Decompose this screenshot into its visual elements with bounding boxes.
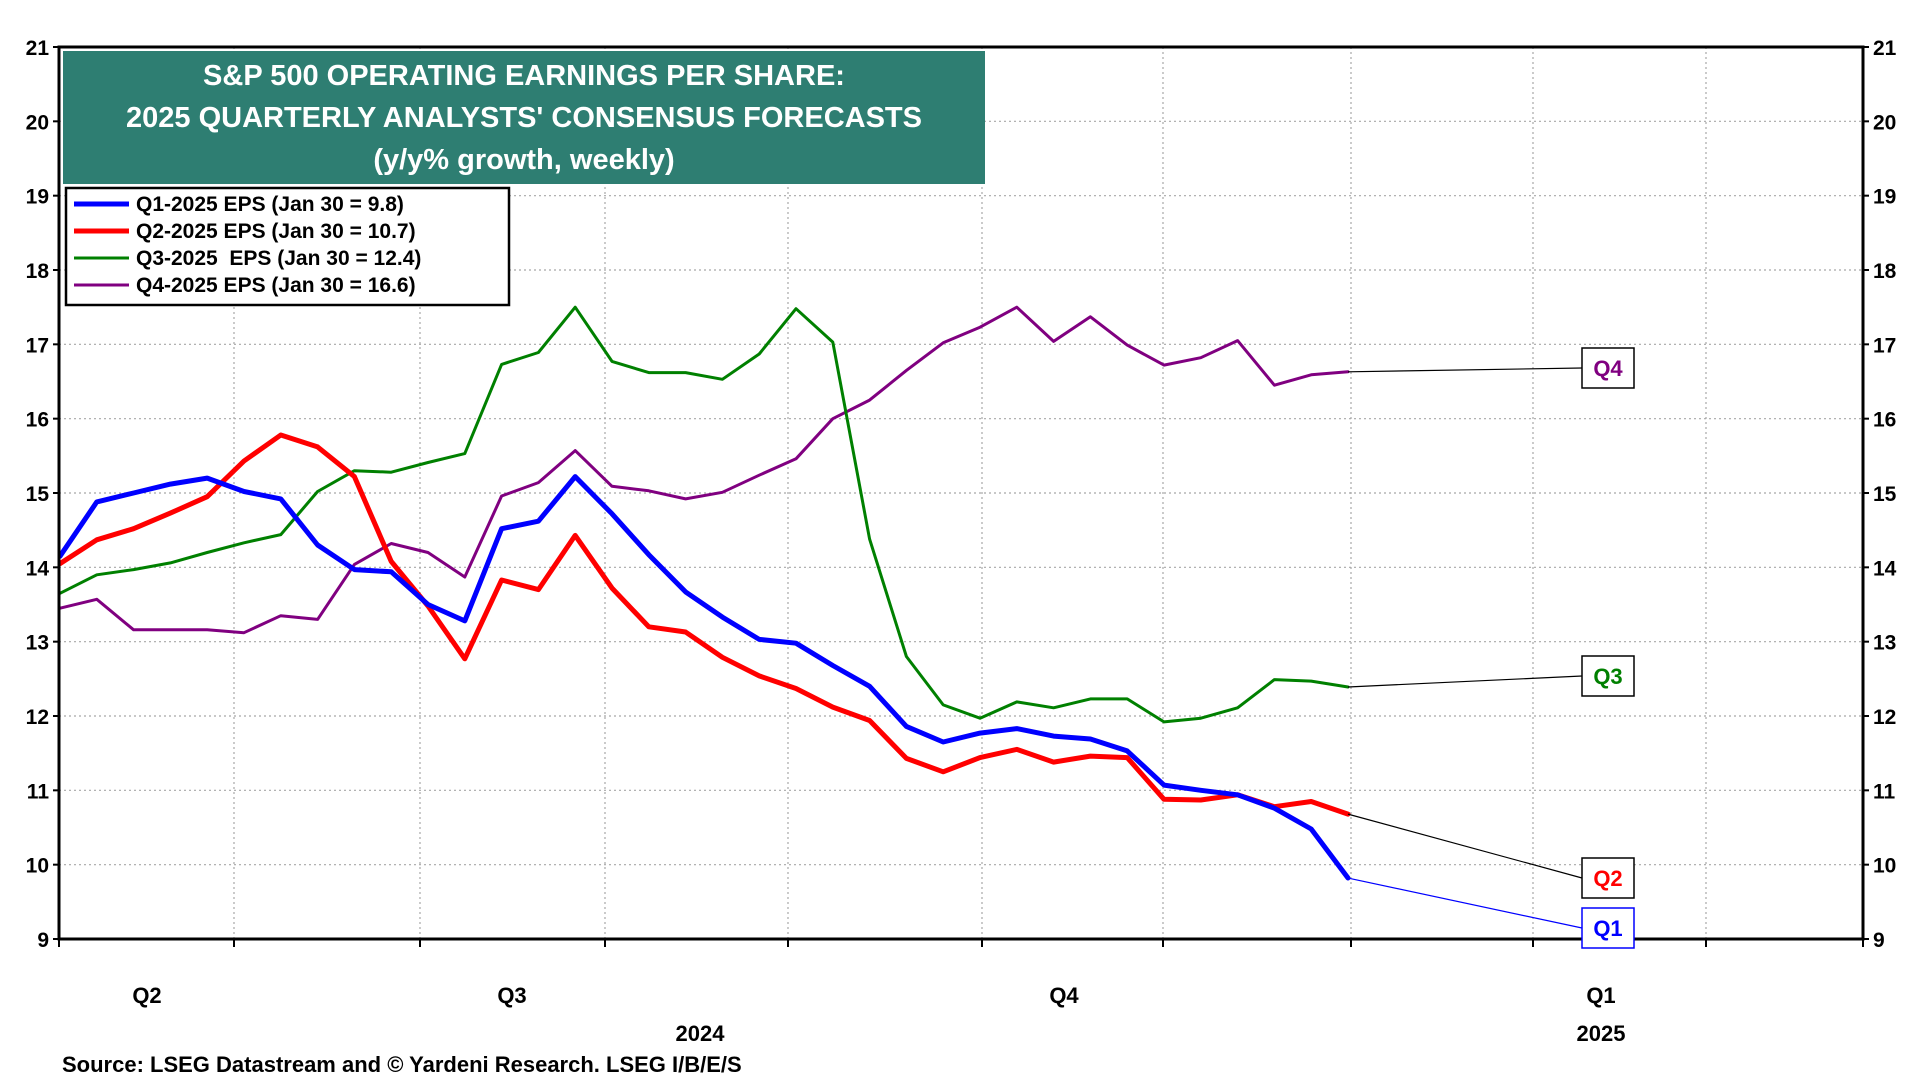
callout-leader-q3 — [1347, 675, 1583, 688]
callout-label-q1: Q1 — [1593, 916, 1622, 941]
x-quarter-label: Q1 — [1586, 983, 1615, 1008]
title-box: S&P 500 OPERATING EARNINGS PER SHARE: 20… — [63, 51, 985, 184]
chart-subtitle: 2025 QUARTERLY ANALYSTS' CONSENSUS FOREC… — [126, 102, 922, 134]
y-tick-label-left: 15 — [26, 483, 50, 506]
y-tick-label-right: 20 — [1873, 111, 1896, 134]
legend-box — [64, 186, 511, 307]
y-tick-label-right: 12 — [1873, 706, 1896, 729]
x-year-label: 2024 — [676, 1021, 726, 1046]
legend: Q1-2025 EPS (Jan 30 = 9.8) Q2-2025 EPS (… — [64, 186, 511, 307]
y-tick-label-right: 14 — [1873, 557, 1897, 580]
chart-title: S&P 500 OPERATING EARNINGS PER SHARE: — [203, 60, 845, 92]
legend-label-q4: Q4-2025 EPS (Jan 30 = 16.6) — [136, 274, 416, 297]
x-quarter-label: Q2 — [132, 983, 161, 1008]
callout-box-q4 — [1581, 347, 1635, 389]
y-tick-label-right: 9 — [1873, 929, 1885, 952]
series-callouts: Q1 Q2 Q3 Q4 — [1347, 347, 1635, 949]
callout-box-q3 — [1581, 655, 1635, 697]
x-quarter-label: Q4 — [1049, 983, 1079, 1008]
legend-label-q2: Q2-2025 EPS (Jan 30 = 10.7) — [136, 220, 416, 243]
y-tick-label-right: 18 — [1873, 260, 1897, 283]
y-tick-label-left: 21 — [26, 37, 50, 60]
series-line-q1 — [57, 474, 1351, 881]
series-line-q2 — [57, 432, 1351, 817]
y-tick-label-right: 21 — [1873, 37, 1897, 60]
legend-label-q3: Q3-2025 EPS (Jan 30 = 12.4) — [136, 247, 421, 270]
y-tick-label-right: 10 — [1873, 855, 1896, 878]
y-tick-label-right: 15 — [1873, 483, 1897, 506]
callout-box-q2 — [1581, 857, 1635, 899]
y-tick-label-left: 20 — [26, 111, 49, 134]
y-tick-label-left: 9 — [37, 929, 49, 952]
y-tick-label-left: 19 — [26, 186, 49, 209]
x-year-label: 2025 — [1577, 1021, 1626, 1046]
y-tick-label-left: 10 — [26, 855, 49, 878]
y-tick-label-left: 11 — [27, 780, 50, 803]
callout-leader-q2 — [1347, 813, 1583, 879]
x-quarter-label: Q3 — [497, 983, 526, 1008]
y-tick-label-right: 11 — [1873, 780, 1896, 803]
callout-box-q1 — [1581, 907, 1635, 949]
source-note: Source: LSEG Datastream and © Yardeni Re… — [62, 1052, 742, 1077]
y-tick-label-left: 12 — [26, 706, 49, 729]
y-tick-label-left: 16 — [26, 409, 49, 432]
y-tick-label-right: 17 — [1873, 334, 1896, 357]
axes: 9 9 10 10 11 11 12 12 13 13 14 14 15 15 16 16 17 17 18 18 19… — [26, 37, 1897, 1046]
title-background — [63, 51, 985, 184]
y-tick-label-right: 16 — [1873, 409, 1896, 432]
y-tick-label-right: 19 — [1873, 186, 1896, 209]
series-line-q4 — [58, 305, 1350, 635]
callout-label-q4: Q4 — [1593, 356, 1623, 381]
callout-leader-q4 — [1347, 367, 1583, 373]
y-tick-label-right: 13 — [1873, 632, 1896, 655]
series-line-q3 — [58, 305, 1350, 724]
callout-label-q2: Q2 — [1593, 866, 1622, 891]
callout-label-q3: Q3 — [1593, 664, 1622, 689]
y-tick-label-left: 18 — [26, 260, 50, 283]
series-layer — [57, 305, 1351, 881]
legend-label-q1: Q1-2025 EPS (Jan 30 = 9.8) — [136, 193, 404, 216]
y-tick-label-left: 13 — [26, 632, 49, 655]
y-tick-label-left: 17 — [26, 334, 49, 357]
y-tick-label-left: 14 — [26, 557, 50, 580]
chart-note: (y/y% growth, weekly) — [373, 144, 674, 176]
callout-leader-q1 — [1347, 877, 1583, 929]
